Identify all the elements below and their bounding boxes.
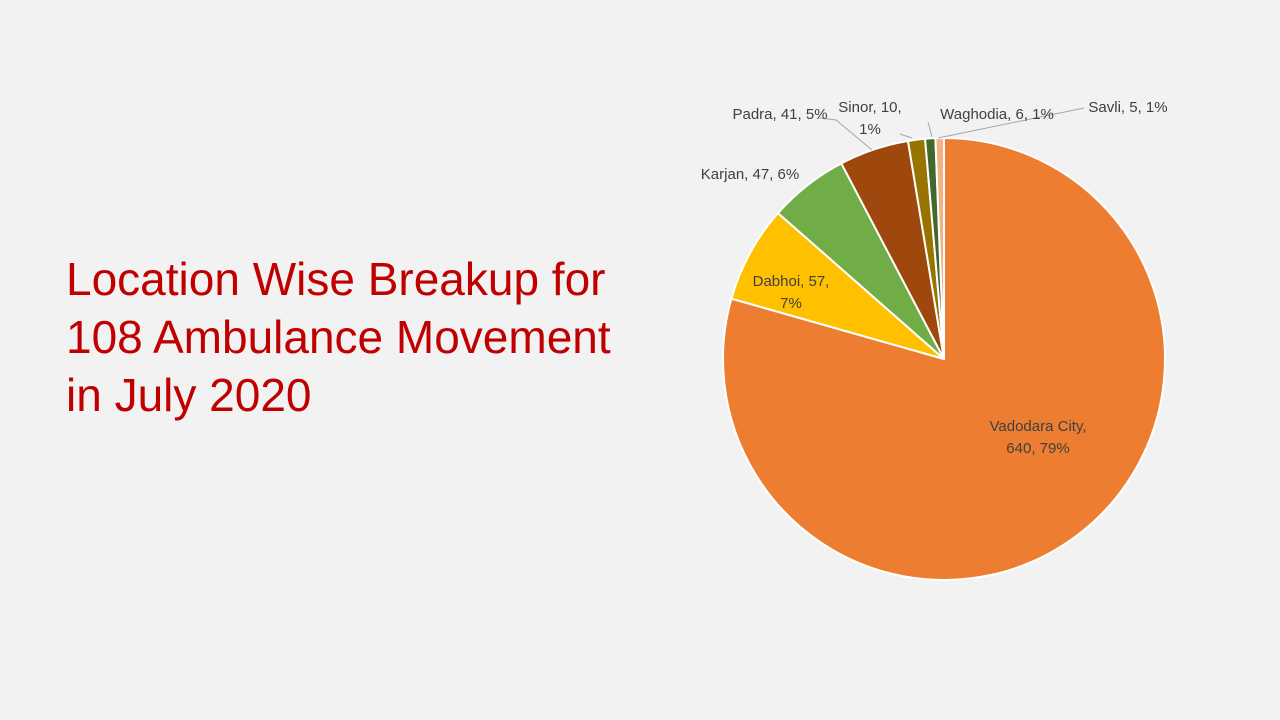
slice-label-savli: Savli, 5, 1% xyxy=(1088,99,1167,116)
slice-label-waghodia: Waghodia, 6, 1% xyxy=(940,106,1054,123)
slice-label-line: Karjan, 47, 6% xyxy=(701,166,799,183)
slice-label-vadodara-city: Vadodara City, 640, 79% xyxy=(990,418,1087,457)
pie-slice-vadodara-city xyxy=(722,137,1166,581)
slice-label-line: Waghodia, 6, 1% xyxy=(940,106,1054,123)
leader-line-waghodia xyxy=(927,121,933,138)
leader-line-savli xyxy=(937,107,1085,139)
leader-line-sinor xyxy=(899,133,913,139)
slice-label-line: Dabhoi, 57, xyxy=(753,273,830,290)
slice-labels: Vadodara City, 640, 79% Dabhoi, 57, 7% Karja… xyxy=(701,99,1168,457)
leader-lines xyxy=(819,107,1085,151)
slice-label-line: Sinor, 10, xyxy=(838,99,901,116)
slice-label-line: 1% xyxy=(859,121,881,138)
slide-title: Location Wise Breakup for 108 Ambulance … xyxy=(66,250,666,424)
slice-label-dabhoi: Dabhoi, 57, 7% xyxy=(753,273,830,312)
slice-label-line: 640, 79% xyxy=(1006,440,1069,457)
slice-label-padra: Padra, 41, 5% xyxy=(732,106,827,123)
slice-label-line: Savli, 5, 1% xyxy=(1088,99,1167,116)
title-line-3: in July 2020 xyxy=(66,369,312,421)
title-line-1: Location Wise Breakup for xyxy=(66,253,606,305)
slice-label-line: Padra, 41, 5% xyxy=(732,106,827,123)
title-line-2: 108 Ambulance Movement xyxy=(66,311,611,363)
slice-label-line: 7% xyxy=(780,295,802,312)
slice-label-sinor: Sinor, 10, 1% xyxy=(838,99,901,138)
pie-slices xyxy=(722,137,1166,581)
slice-label-karjan: Karjan, 47, 6% xyxy=(701,166,799,183)
slice-label-line: Vadodara City, xyxy=(990,418,1087,435)
leader-line-padra xyxy=(819,117,873,151)
